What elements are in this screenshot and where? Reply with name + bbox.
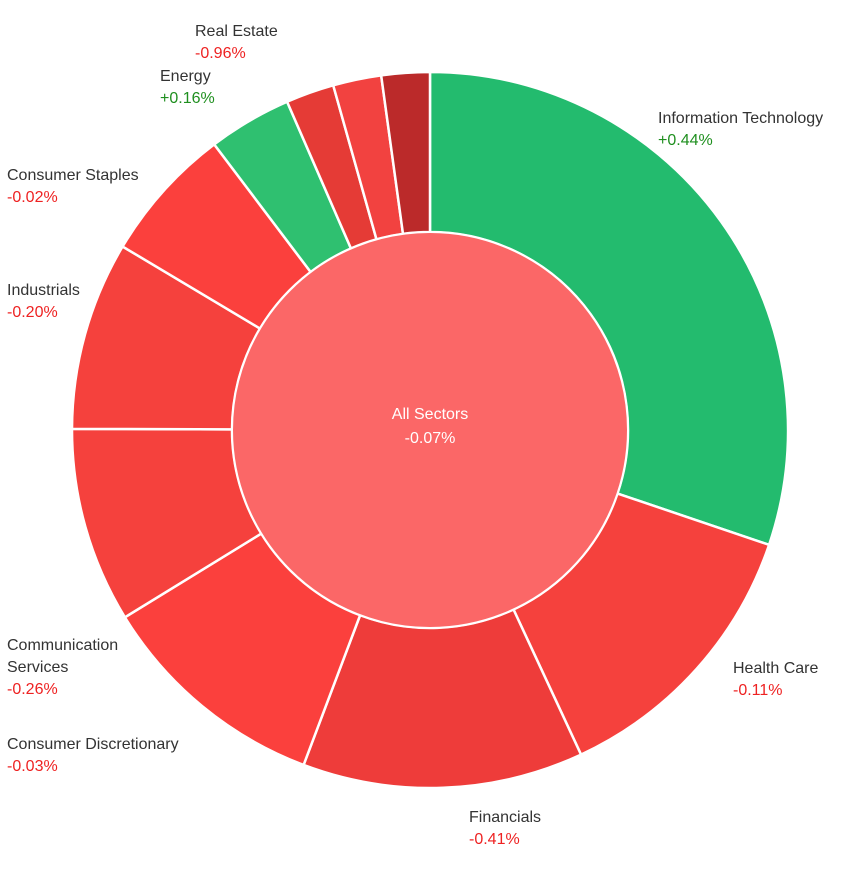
label-name: Financials — [469, 809, 542, 826]
label-change: +0.16% — [160, 90, 215, 107]
label-industrials: Industrials -0.20% — [7, 280, 80, 324]
label-name: Industrials — [7, 282, 80, 299]
label-information-technology: Information Technology +0.44% — [658, 108, 823, 152]
label-change: -0.96% — [195, 45, 246, 62]
label-name: Health Care — [733, 660, 819, 677]
label-real-estate: Real Estate -0.96% — [195, 21, 278, 65]
label-change: +0.44% — [658, 132, 713, 149]
center-change: -0.07% — [404, 430, 456, 447]
label-financials: Financials -0.41% — [469, 807, 541, 851]
center-circle[interactable] — [231, 231, 629, 629]
label-change: -0.03% — [7, 758, 58, 775]
center-title: All Sectors — [391, 406, 469, 423]
label-consumer-staples: Consumer Staples -0.02% — [7, 165, 139, 209]
label-name: Information Technology — [658, 110, 824, 127]
label-energy: Energy +0.16% — [160, 66, 215, 110]
label-name: Consumer Staples — [7, 167, 139, 184]
label-change: -0.02% — [7, 189, 58, 206]
label-consumer-discretionary: Consumer Discretionary -0.03% — [7, 734, 179, 778]
label-name: Real Estate — [195, 23, 278, 40]
label-health-care: Health Care -0.11% — [733, 658, 818, 702]
label-change: -0.26% — [7, 681, 58, 698]
label-name: Consumer Discretionary — [7, 736, 179, 753]
label-change: -0.20% — [7, 304, 58, 321]
label-name: Energy — [160, 68, 211, 85]
label-communication-services: Communication Services -0.26% — [7, 635, 118, 701]
label-name: Communication Services — [7, 637, 119, 676]
center-label: All Sectors -0.07% — [330, 403, 530, 451]
label-change: -0.11% — [733, 682, 783, 699]
label-change: -0.41% — [469, 831, 520, 848]
